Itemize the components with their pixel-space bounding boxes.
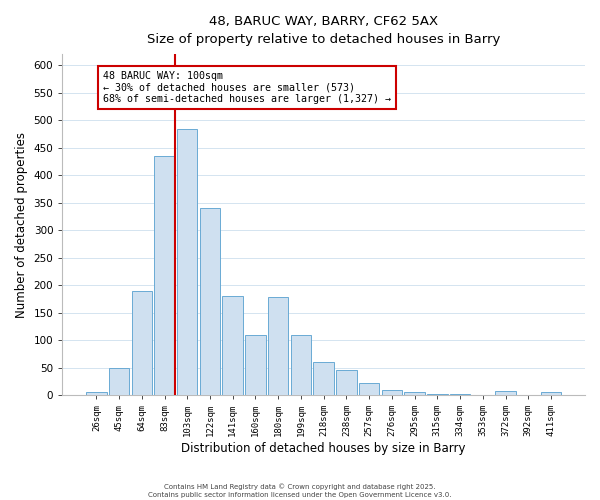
Bar	[86, 392, 107, 395]
Bar	[177, 130, 197, 395]
Bar	[382, 390, 402, 395]
Bar	[359, 383, 379, 395]
Bar	[473, 394, 493, 395]
Bar	[313, 362, 334, 395]
Y-axis label: Number of detached properties: Number of detached properties	[15, 132, 28, 318]
Bar	[154, 156, 175, 395]
Bar	[496, 391, 516, 395]
Bar	[541, 392, 561, 395]
X-axis label: Distribution of detached houses by size in Barry: Distribution of detached houses by size …	[181, 442, 466, 455]
Text: 48 BARUC WAY: 100sqm
← 30% of detached houses are smaller (573)
68% of semi-deta: 48 BARUC WAY: 100sqm ← 30% of detached h…	[103, 70, 391, 104]
Bar	[200, 208, 220, 395]
Bar	[404, 392, 425, 395]
Bar	[336, 370, 356, 395]
Bar	[109, 368, 129, 395]
Bar	[268, 298, 289, 395]
Bar	[291, 334, 311, 395]
Bar	[245, 334, 266, 395]
Title: 48, BARUC WAY, BARRY, CF62 5AX
Size of property relative to detached houses in B: 48, BARUC WAY, BARRY, CF62 5AX Size of p…	[147, 15, 500, 46]
Bar	[450, 394, 470, 395]
Bar	[427, 394, 448, 395]
Bar	[223, 296, 243, 395]
Bar	[131, 290, 152, 395]
Text: Contains HM Land Registry data © Crown copyright and database right 2025.
Contai: Contains HM Land Registry data © Crown c…	[148, 484, 452, 498]
Bar	[518, 394, 539, 395]
